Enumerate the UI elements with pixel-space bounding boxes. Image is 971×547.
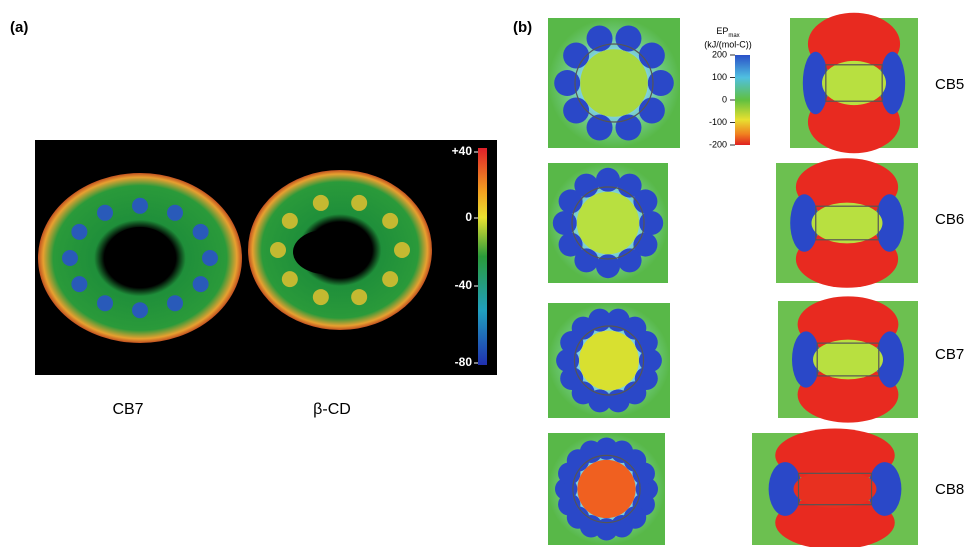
colorbar-label: 0 — [465, 210, 472, 224]
surface-spot — [382, 271, 398, 287]
caption: CB7 — [112, 401, 143, 418]
colorbar — [478, 148, 487, 365]
surface-spot — [97, 205, 113, 221]
cb7-cavity — [106, 227, 174, 283]
oxygen-lobe — [587, 25, 613, 51]
cavity — [580, 49, 648, 117]
surface-spot — [193, 224, 209, 240]
page: (a) (b) CB7 β-CD EPmax (kJ/(mol-C)) +40 0… — [0, 0, 971, 547]
surface-spot — [382, 213, 398, 229]
colorbar-label: 0 — [722, 94, 727, 104]
row-label: CB6 — [935, 211, 964, 228]
row-label: CB5 — [935, 76, 964, 93]
core — [794, 470, 877, 508]
title: EP — [716, 26, 728, 36]
cavity — [577, 192, 639, 254]
core — [812, 203, 883, 244]
oxygen-lobe — [587, 115, 613, 141]
colorbar-title: EPmax — [716, 26, 739, 38]
surface-spot — [313, 195, 329, 211]
surface-spot — [167, 295, 183, 311]
surface-spot — [71, 276, 87, 292]
surface-spot — [193, 276, 209, 292]
surface-spot — [97, 295, 113, 311]
surface-spot — [313, 289, 329, 305]
panel-label: (b) — [513, 19, 532, 36]
caption: β-CD — [313, 401, 351, 418]
colorbar-label: 100 — [712, 72, 727, 82]
oxygen-lobe — [639, 98, 665, 124]
colorbar-label: 200 — [712, 49, 727, 59]
colorbar-label: +40 — [452, 144, 473, 158]
row-label: CB7 — [935, 346, 964, 363]
colorbar-label: -40 — [455, 278, 473, 292]
colorbar-unit: (kJ/(mol-C)) — [704, 39, 752, 49]
figure: (a) (b) CB7 β-CD EPmax (kJ/(mol-C)) +40 0… — [0, 0, 971, 547]
surface-spot — [202, 250, 218, 266]
title-sub: max — [728, 33, 739, 39]
surface-spot — [132, 198, 148, 214]
surface-spot — [351, 195, 367, 211]
cavity — [577, 460, 635, 518]
surface-spot — [282, 271, 298, 287]
surface-spot — [132, 302, 148, 318]
cd-cavity — [293, 230, 357, 274]
oxygen-lobe — [615, 25, 641, 51]
surface-spot — [351, 289, 367, 305]
oxygen-lobe — [563, 98, 589, 124]
surface-spot — [71, 224, 87, 240]
panel-label: (a) — [10, 19, 28, 36]
surface-spot — [270, 242, 286, 258]
surface-spot — [167, 205, 183, 221]
core — [813, 340, 883, 380]
surface-spot — [62, 250, 78, 266]
row-label: CB8 — [935, 481, 964, 498]
surface-spot — [282, 213, 298, 229]
colorbar — [735, 55, 750, 145]
oxygen-lobe — [563, 42, 589, 68]
colorbar-label: -100 — [709, 117, 727, 127]
surface-spot — [394, 242, 410, 258]
oxygen-lobe — [639, 42, 665, 68]
colorbar-label: -80 — [455, 355, 473, 369]
colorbar-label: -200 — [709, 139, 727, 149]
oxygen-lobe — [615, 115, 641, 141]
core — [822, 61, 886, 105]
cavity — [579, 331, 639, 391]
